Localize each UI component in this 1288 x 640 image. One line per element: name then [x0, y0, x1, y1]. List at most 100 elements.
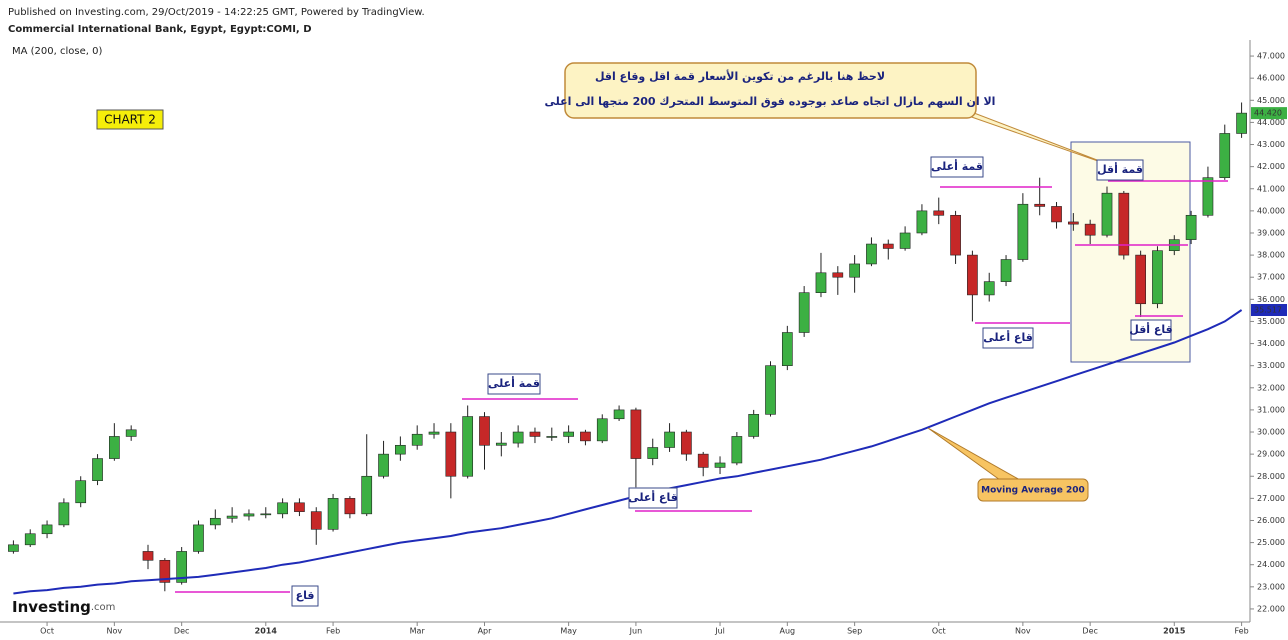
label: قاع [296, 589, 315, 602]
candle-body [1135, 254, 1146, 305]
y-tick-label: 39.000 [1257, 228, 1285, 237]
grid [1250, 55, 1254, 610]
candle-body [310, 511, 322, 530]
tag-box [96, 109, 164, 130]
candle-body [378, 453, 389, 477]
x-tick-label: 2014 [255, 627, 278, 636]
candle-body [176, 551, 188, 583]
note-text: Moving Average 200 [981, 486, 1085, 496]
candle-body [580, 431, 591, 442]
y-tick-label: 45.000 [1257, 96, 1285, 105]
y-tick-label: 32.000 [1257, 383, 1285, 392]
label-box [930, 156, 984, 178]
y-tick-label: 47.000 [1257, 52, 1285, 61]
candle-body [294, 502, 305, 512]
label: قاع أقل [1129, 322, 1172, 336]
candle-body [512, 431, 524, 444]
y-tick-label: 33.000 [1257, 361, 1285, 370]
y-tick-label: 25.000 [1257, 538, 1285, 547]
candle-body [529, 431, 541, 437]
y-tick-label: 43.000 [1257, 140, 1285, 149]
legend-entry: MA (200, close, 0) [12, 46, 102, 57]
label: قمة أعلى [931, 159, 983, 173]
candle-body [344, 498, 356, 515]
candle-body [681, 431, 692, 455]
y-tick-label: 23.000 [1257, 582, 1285, 591]
x-tick-label: Dec [174, 627, 189, 636]
candle-body [596, 418, 608, 442]
candle-body [866, 243, 877, 265]
label-box [982, 327, 1034, 349]
label: قمة أعلى [488, 376, 540, 390]
y-tick-label: 44.000 [1257, 118, 1285, 127]
candle-body [1084, 223, 1096, 236]
y-tick-label: 27.000 [1257, 494, 1285, 503]
candle-body [445, 431, 457, 477]
candle-body [1152, 250, 1163, 305]
x-tick-label: Jul [714, 627, 725, 636]
candle-body [24, 533, 36, 546]
candle-body [327, 498, 339, 530]
x-tick-label: Aug [780, 627, 796, 636]
candle-body [765, 365, 776, 415]
candle-body [58, 502, 70, 526]
y-tick-label: 46.000 [1257, 74, 1285, 83]
candle-body [832, 272, 844, 278]
candle-body [1067, 221, 1079, 225]
candle-body [1185, 214, 1197, 240]
ma-tag [1251, 304, 1287, 317]
candle-body [882, 243, 894, 249]
candle-body [1000, 259, 1012, 282]
candle-body [462, 416, 474, 477]
candle-body [495, 442, 507, 446]
candle-body [1017, 203, 1029, 260]
x-tick-label: Nov [1015, 627, 1031, 636]
candle-body [1034, 203, 1046, 207]
candle-body [647, 447, 659, 459]
candle-body [815, 272, 827, 293]
candle-body [1051, 206, 1062, 223]
candle-body [92, 458, 103, 481]
candle-body [983, 281, 995, 296]
candle-body [546, 436, 558, 438]
candle-body [748, 414, 760, 437]
y-tick-label: 22.000 [1257, 604, 1285, 613]
candle-body [193, 524, 204, 552]
price-tag [1251, 107, 1287, 120]
candle-body [226, 515, 238, 519]
candle-body [731, 436, 743, 464]
ma-tag-label: 35.517 [1254, 306, 1282, 315]
y-tick-label: 31.000 [1257, 405, 1285, 414]
candle-body [916, 210, 928, 234]
x-tick-label: Oct [932, 627, 946, 636]
candle-body [714, 462, 726, 468]
label: قاع أعلى [983, 330, 1033, 344]
callout-text: لاحظ هنا بالرغم من تكوين الأسعار قمة اقل… [595, 69, 885, 83]
candle-body [563, 431, 574, 437]
candle-body [41, 524, 53, 535]
candle-body [1101, 192, 1113, 236]
y-tick-label: 29.000 [1257, 450, 1285, 459]
candle-body [613, 409, 625, 420]
candle-body [209, 517, 221, 526]
y-tick-label: 42.000 [1257, 162, 1285, 171]
x-tick-label: Dec [1082, 627, 1097, 636]
candle-body [697, 453, 709, 468]
label: قمة أقل [1097, 162, 1143, 176]
x-tick-label: Feb [1235, 627, 1249, 636]
y-tick-label: 40.000 [1257, 206, 1285, 215]
candle-body [411, 433, 423, 446]
label-box [1130, 319, 1172, 341]
y-tick-label: 30.000 [1257, 428, 1285, 437]
logo-name: Investing [12, 598, 91, 616]
x-tick-label: Mar [410, 627, 426, 636]
candle-body [1202, 177, 1214, 216]
candle-body [260, 513, 272, 516]
candle-body [781, 332, 793, 366]
header: Published on Investing.com, 29/Oct/2019 … [8, 7, 425, 18]
x-tick-label: May [560, 627, 577, 636]
label-box [628, 487, 678, 509]
tag: CHART 2 [104, 113, 156, 127]
y-tick-label: 24.000 [1257, 560, 1285, 569]
candle-body [361, 475, 373, 515]
